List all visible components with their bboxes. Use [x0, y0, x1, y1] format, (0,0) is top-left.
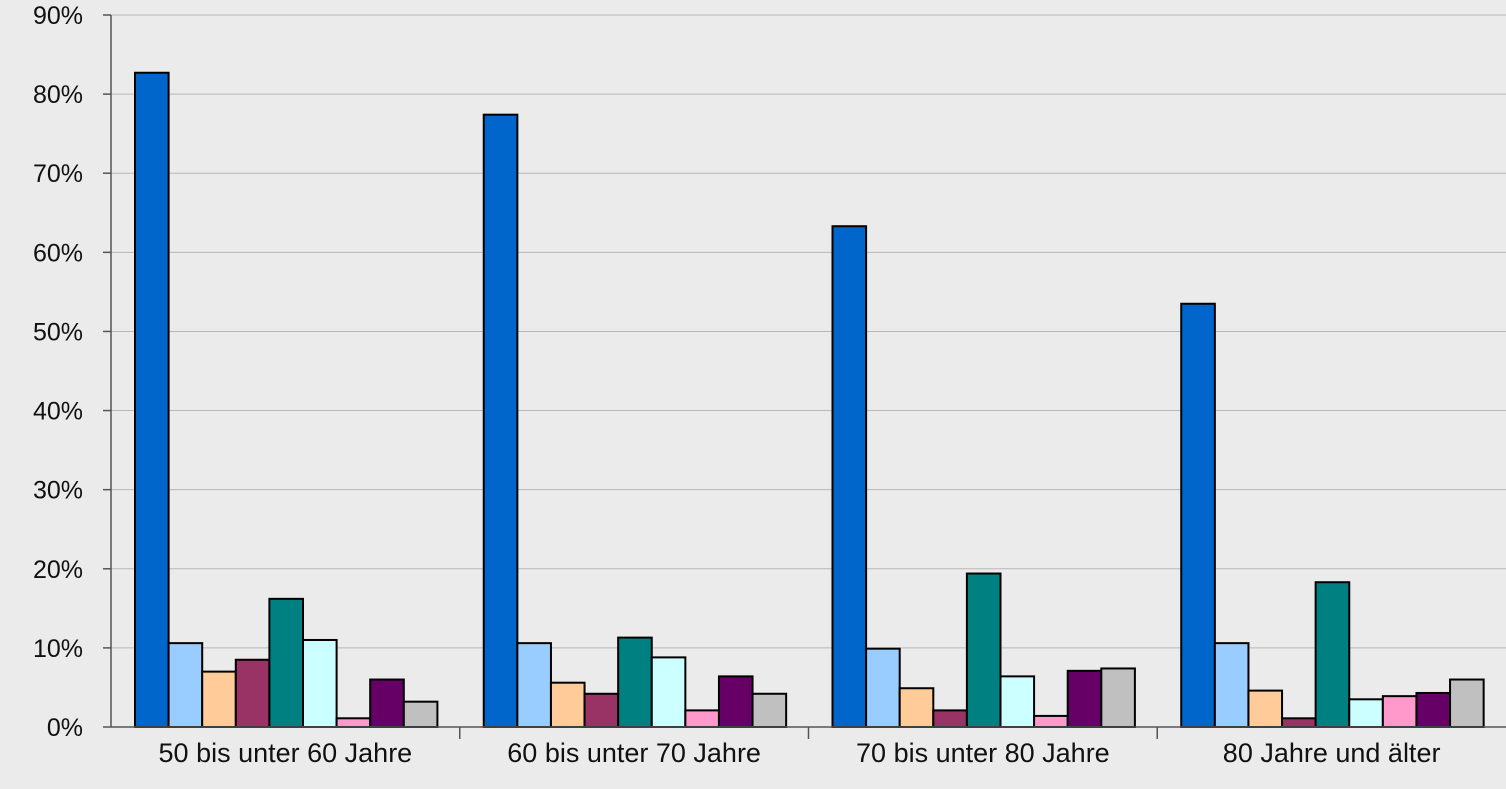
bar: [1281, 717, 1317, 729]
bar: [201, 670, 237, 728]
bar: [302, 638, 338, 729]
bars: [134, 71, 1485, 729]
y-tick-label: 60%: [33, 239, 83, 267]
bar: [1033, 714, 1069, 728]
bar: [1415, 691, 1452, 729]
bar: [516, 642, 552, 728]
bar: [234, 658, 271, 728]
bar: [1066, 669, 1103, 729]
bar: [717, 675, 754, 729]
y-tick-label: 80%: [33, 81, 83, 109]
bar: [684, 709, 720, 728]
bar: [167, 642, 204, 728]
bar: [335, 717, 372, 729]
bar: [1348, 698, 1384, 728]
bar: [583, 692, 620, 728]
bar: [999, 675, 1036, 729]
x-category-label: 70 bis unter 80 Jahre: [856, 738, 1110, 768]
bar: [1100, 667, 1136, 728]
bar: [650, 656, 687, 728]
y-tick-label: 0%: [47, 714, 83, 742]
bar: [1449, 678, 1485, 728]
y-tick-label: 10%: [33, 635, 83, 663]
bar: [865, 647, 901, 728]
y-tick-label: 50%: [33, 318, 83, 346]
y-tick-label: 70%: [33, 160, 83, 188]
x-category-label: 80 Jahre und älter: [1223, 738, 1441, 768]
axes: [103, 14, 1506, 739]
bar: [402, 700, 439, 729]
y-tick-label: 90%: [33, 2, 83, 30]
y-tick-label: 30%: [33, 477, 83, 505]
bar: [1247, 689, 1284, 728]
bar: [898, 687, 935, 728]
bar: [482, 113, 519, 729]
bar: [1213, 642, 1250, 728]
bar: [134, 71, 170, 729]
bar: [617, 636, 653, 728]
gridlines: [111, 14, 1506, 649]
bar: [1314, 581, 1351, 729]
bar: [549, 681, 586, 728]
x-category-label: 50 bis unter 60 Jahre: [159, 738, 413, 768]
y-axis-tick-labels: 0% 10% 20% 30% 40% 50% 60% 70% 80% 90%: [33, 2, 83, 742]
bar: [932, 709, 968, 728]
bar: [369, 678, 405, 728]
bar: [965, 572, 1002, 728]
x-axis-category-labels: 50 bis unter 60 Jahre 60 bis unter 70 Jah…: [159, 738, 1441, 768]
y-tick-label: 20%: [33, 556, 83, 584]
bar: [1381, 695, 1418, 728]
bar: [1180, 302, 1216, 728]
y-tick-label: 40%: [33, 398, 83, 426]
bar: [268, 597, 304, 729]
bar: [831, 225, 868, 729]
x-category-label: 60 bis unter 70 Jahre: [507, 738, 761, 768]
bar: [751, 692, 788, 728]
